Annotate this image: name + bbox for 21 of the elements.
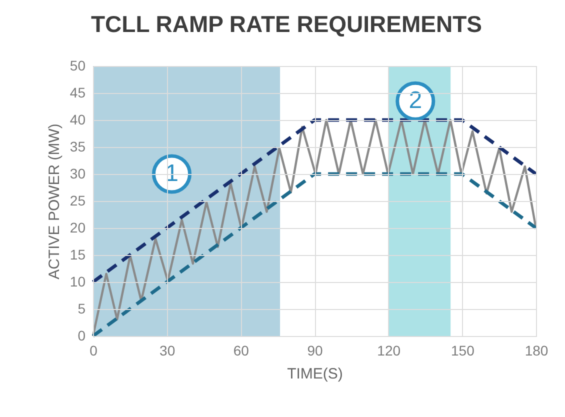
x-tick-label: 120 <box>377 342 401 358</box>
y-tick-label: 50 <box>70 58 86 74</box>
x-axis-title: TIME(S) <box>287 366 343 382</box>
y-tick-label: 40 <box>70 112 86 128</box>
y-tick-label: 25 <box>70 192 86 208</box>
y-tick-label: 20 <box>70 220 86 236</box>
x-tick-label: 0 <box>90 342 98 358</box>
y-tick-label: 15 <box>70 246 86 262</box>
chart-title: TCLL RAMP RATE REQUIREMENTS <box>90 11 482 37</box>
x-tick-label: 150 <box>450 342 475 358</box>
y-tick-label: 30 <box>70 166 86 182</box>
y-tick-label: 10 <box>70 274 86 290</box>
y-tick-label: 35 <box>70 138 86 154</box>
x-tick-label: 30 <box>160 342 176 358</box>
x-tick-label: 90 <box>307 342 323 358</box>
y-tick-label: 5 <box>78 300 86 316</box>
y-tick-label: 0 <box>78 328 86 344</box>
y-tick-label: 45 <box>70 84 86 100</box>
y-axis-title: ACTIVE POWER (MW) <box>46 124 63 280</box>
x-tick-label: 180 <box>524 342 548 358</box>
x-tick-label: 60 <box>233 342 250 358</box>
